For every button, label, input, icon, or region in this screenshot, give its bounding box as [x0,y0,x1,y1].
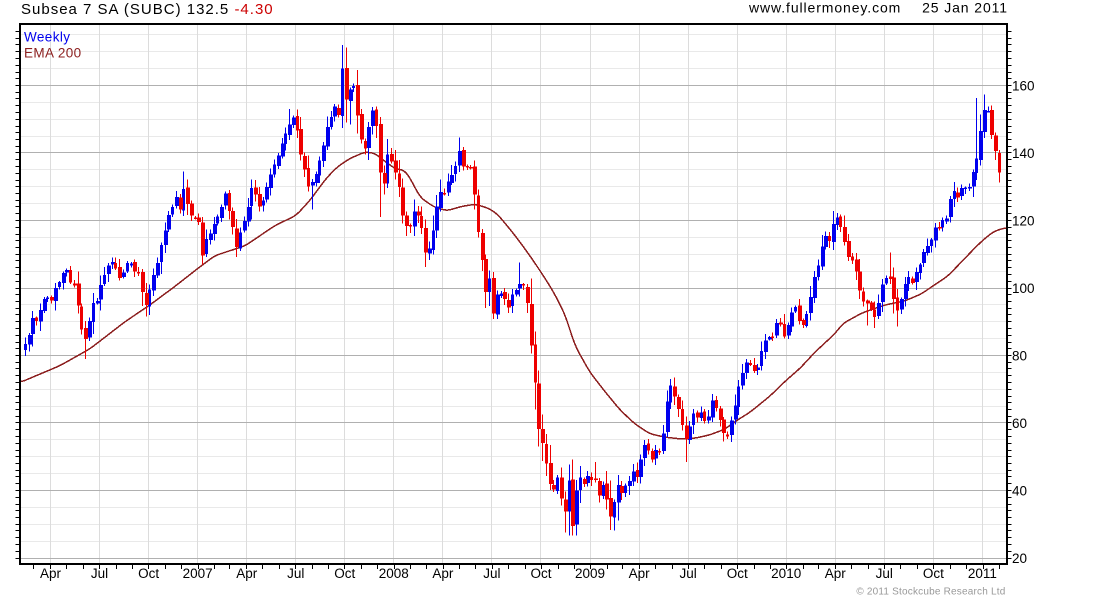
svg-text:2010: 2010 [771,566,801,581]
svg-text:Oct: Oct [530,566,551,581]
svg-text:Jul: Jul [287,566,304,581]
svg-text:2008: 2008 [379,566,409,581]
svg-text:EMA 200: EMA 200 [24,46,82,61]
svg-text:40: 40 [1012,483,1027,498]
svg-text:Oct: Oct [727,566,748,581]
svg-text:Apr: Apr [825,566,847,581]
svg-text:160: 160 [1012,78,1035,93]
svg-text:Apr: Apr [629,566,651,581]
svg-text:Apr: Apr [40,566,62,581]
svg-text:Weekly: Weekly [24,30,70,45]
svg-text:Oct: Oct [138,566,159,581]
svg-text:120: 120 [1012,213,1035,228]
svg-text:Apr: Apr [236,566,258,581]
svg-text:Apr: Apr [432,566,454,581]
svg-text:Oct: Oct [923,566,944,581]
svg-text:Jul: Jul [679,566,696,581]
svg-text:Subsea 7 SA (SUBC) 132.5 -4.30: Subsea 7 SA (SUBC) 132.5 -4.30 [21,1,274,18]
svg-text:2011: 2011 [968,566,997,581]
svg-text:140: 140 [1012,146,1035,161]
svg-text:Jul: Jul [483,566,500,581]
svg-text:60: 60 [1012,416,1027,431]
svg-text:25 Jan 2011: 25 Jan 2011 [922,0,1008,16]
svg-text:100: 100 [1012,281,1035,296]
svg-text:© 2011 Stockcube Research Ltd: © 2011 Stockcube Research Ltd [856,587,1005,598]
svg-text:2009: 2009 [575,566,605,581]
svg-text:www.fullermoney.com: www.fullermoney.com [748,0,901,16]
svg-text:Jul: Jul [91,566,108,581]
svg-text:20: 20 [1012,551,1027,566]
svg-text:Oct: Oct [334,566,355,581]
svg-text:80: 80 [1012,348,1027,363]
svg-text:2007: 2007 [183,566,213,581]
svg-text:Jul: Jul [876,566,893,581]
